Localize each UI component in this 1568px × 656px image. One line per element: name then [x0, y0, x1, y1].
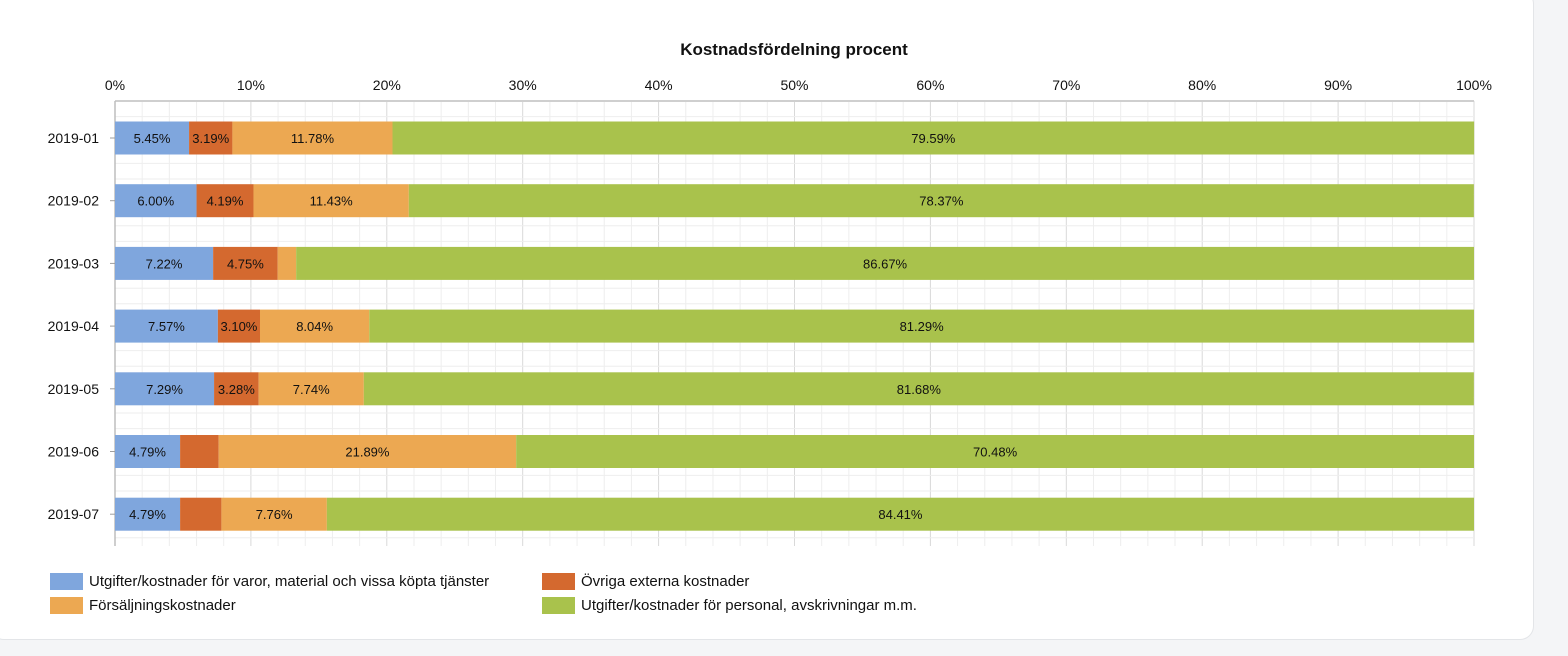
data-label-varor: 6.00%: [137, 194, 174, 209]
x-tick-label: 50%: [780, 77, 808, 93]
legend-label-externa: Övriga externa kostnader: [581, 573, 750, 590]
x-tick-label: 40%: [645, 77, 673, 93]
bar-segment-forsaljning: [232, 121, 393, 155]
bar-segment-externa: [213, 246, 278, 280]
x-tick-label: 60%: [916, 77, 944, 93]
legend-label-personal: Utgifter/kostnader för personal, avskriv…: [581, 597, 917, 614]
bar-segment-varor: [115, 184, 197, 218]
data-label-externa: 4.75%: [227, 256, 264, 271]
x-tick-label: 0%: [105, 77, 125, 93]
data-label-forsaljning: 7.74%: [293, 382, 330, 397]
data-label-forsaljning: 11.43%: [310, 194, 354, 209]
bar-segment-personal: [326, 497, 1474, 531]
data-label-externa: 3.19%: [192, 131, 229, 146]
data-label-externa: 4.19%: [207, 194, 244, 209]
category-label: 2019-07: [48, 506, 100, 522]
legend-swatch-personal: [542, 597, 575, 614]
bar-segment-externa: [217, 309, 261, 343]
x-tick-label: 100%: [1456, 77, 1492, 93]
bar-segment-varor: [115, 246, 214, 280]
category-label: 2019-05: [48, 381, 100, 397]
category-label: 2019-03: [48, 255, 100, 271]
bar-segment-varor: [115, 497, 181, 531]
bar-segment-externa: [196, 184, 254, 218]
data-label-forsaljning: 7.76%: [256, 507, 293, 522]
data-label-varor: 7.22%: [146, 256, 183, 271]
bar-segment-forsaljning: [277, 246, 297, 280]
category-label: 2019-06: [48, 444, 100, 460]
legend-swatch-externa: [542, 573, 575, 590]
bar-segment-varor: [115, 121, 190, 155]
bar-segment-varor: [115, 372, 215, 406]
bar-segment-externa: [189, 121, 233, 155]
bar-segment-varor: [115, 309, 218, 343]
data-label-personal: 79.59%: [911, 131, 956, 146]
data-label-personal: 78.37%: [919, 194, 964, 209]
x-tick-label: 20%: [373, 77, 401, 93]
bar-segment-forsaljning: [218, 435, 517, 468]
data-label-personal: 81.29%: [900, 319, 945, 334]
x-axis-ticks: 0% 10% 20% 30% 40% 50% 60% 70% 80% 90% 100%: [105, 77, 1492, 93]
legend-item-varor: Utgifter/kostnader för varor, material o…: [50, 573, 489, 590]
data-label-varor: 5.45%: [134, 131, 171, 146]
data-label-varor: 7.29%: [146, 382, 183, 397]
x-tick-label: 70%: [1052, 77, 1080, 93]
bar-segment-personal: [369, 309, 1474, 343]
x-tick-label: 80%: [1188, 77, 1216, 93]
data-label-externa: 3.28%: [218, 382, 255, 397]
bar-segment-externa: [214, 372, 259, 406]
x-tick-label: 30%: [509, 77, 537, 93]
data-label-forsaljning: 11.78%: [291, 131, 335, 146]
bar-segment-personal: [296, 246, 1475, 280]
x-tick-label: 90%: [1324, 77, 1352, 93]
data-label-personal: 84.41%: [878, 507, 923, 522]
legend-item-personal: Utgifter/kostnader för personal, avskriv…: [542, 597, 917, 614]
data-label-varor: 4.79%: [129, 445, 166, 460]
data-label-forsaljning: 8.04%: [296, 319, 333, 334]
bar-segment-personal: [363, 372, 1474, 406]
data-label-personal: 70.48%: [973, 445, 1018, 460]
legend-item-forsaljning: Försäljningskostnader: [50, 597, 236, 614]
bar-segment-forsaljning: [258, 372, 364, 406]
data-label-personal: 86.67%: [863, 256, 908, 271]
x-tick-label: 10%: [237, 77, 265, 93]
data-label-varor: 7.57%: [148, 319, 185, 334]
bar-segment-forsaljning: [221, 497, 327, 531]
data-label-externa: 3.10%: [221, 319, 258, 334]
bar-segment-forsaljning: [260, 309, 370, 343]
bar-segment-varor: [115, 435, 181, 468]
data-label-varor: 4.79%: [129, 507, 166, 522]
legend-label-varor: Utgifter/kostnader för varor, material o…: [89, 573, 490, 590]
bars: 5.45% 3.19% 11.78% 79.59% 6.00% 4.19% 11.43% 78…: [115, 121, 1475, 531]
data-label-forsaljning: 21.89%: [345, 445, 390, 460]
bar-segment-personal: [392, 121, 1475, 155]
category-label: 2019-01: [48, 130, 100, 146]
bar-segment-externa: [180, 435, 219, 468]
chart-title: Kostnadsfördelning procent: [680, 40, 908, 59]
y-axis-categories: 2019-01 2019-02 2019-03 2019-04 2019-05 2019-…: [48, 130, 115, 522]
legend-item-externa: Övriga externa kostnader: [542, 573, 749, 590]
legend-label-forsaljning: Försäljningskostnader: [89, 597, 236, 614]
bar-segment-personal: [408, 184, 1474, 218]
legend-swatch-varor: [50, 573, 83, 590]
legend: Utgifter/kostnader för varor, material o…: [50, 573, 1050, 621]
legend-swatch-forsaljning: [50, 597, 83, 614]
category-label: 2019-02: [48, 193, 100, 209]
bar-segment-forsaljning: [253, 184, 409, 218]
bar-segment-externa: [180, 497, 222, 531]
category-label: 2019-04: [48, 318, 100, 334]
bar-segment-personal: [516, 435, 1474, 468]
data-label-personal: 81.68%: [897, 382, 942, 397]
